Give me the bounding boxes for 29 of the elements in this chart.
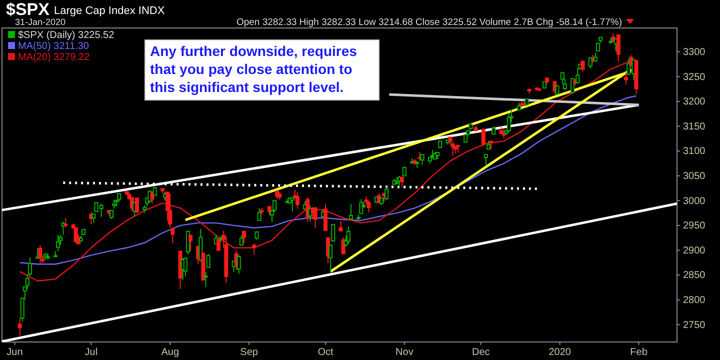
text: Open 3282.33 High 3282.33 Low 3214.68 Close 3225.52 Volume 2.7B Chg -58.14 (-1.77%) <box>236 17 622 28</box>
chart-title: $SPX <box>6 0 50 19</box>
y-tick-label: 3000 <box>683 196 706 207</box>
y-tick-label: 2950 <box>683 220 706 232</box>
y-tick-label: 3050 <box>683 171 706 182</box>
annotation: Any further downside, requires that you pay close attention to this significant support level. <box>150 43 358 95</box>
y-tick-label: 2850 <box>683 270 706 282</box>
x-tick-label: Oct <box>318 347 334 358</box>
x-tick-label: Dec <box>472 347 490 358</box>
legend-label: $SPX (Daily) 3225.52 <box>18 30 115 41</box>
chart-subtitle: Large Cap Index INDX <box>54 5 166 17</box>
legend-label: MA(20) 3279.22 <box>18 52 90 63</box>
y-tick-label: 3100 <box>683 146 706 158</box>
x-tick-label: Feb <box>630 347 648 358</box>
y-tick-label: 3150 <box>683 121 706 132</box>
x-tick-label: Jul <box>84 347 98 358</box>
y-tick-label: 2900 <box>683 245 706 256</box>
x-tick-label: Jun <box>6 347 23 358</box>
y-tick-label: 3200 <box>683 96 706 108</box>
y-tick-label: 2800 <box>683 295 706 306</box>
x-tick-label: 2020 <box>548 347 572 358</box>
x-tick-label: Nov <box>396 347 414 358</box>
y-tick-label: 3300 <box>683 47 706 58</box>
x-tick-label: Sep <box>240 347 258 358</box>
x-tick-label: Aug <box>161 347 180 358</box>
y-tick-label: 3250 <box>683 72 706 83</box>
legend-label: MA(50) 3211.30 <box>18 41 90 52</box>
text: 31-Jan-2020 <box>15 17 66 27</box>
y-tick-label: 2750 <box>683 320 706 331</box>
